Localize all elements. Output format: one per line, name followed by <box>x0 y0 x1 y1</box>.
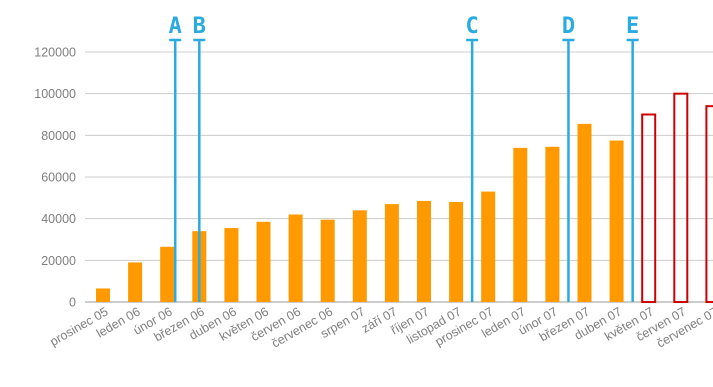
bar <box>384 204 399 302</box>
bar <box>545 146 560 302</box>
y-tick-label: 100000 <box>34 87 76 101</box>
bar-forecast <box>641 113 657 303</box>
bar <box>481 191 496 302</box>
bar <box>449 202 464 302</box>
y-tick-label: 120000 <box>34 46 76 60</box>
bar <box>609 140 624 302</box>
bar <box>320 219 335 302</box>
bar <box>256 221 271 302</box>
bar <box>224 228 239 302</box>
y-tick-label: 20000 <box>41 254 76 268</box>
y-tick-label: 60000 <box>41 171 76 185</box>
bar <box>417 200 431 302</box>
y-tick-label: 40000 <box>41 212 76 226</box>
gridlines <box>85 51 713 303</box>
bar <box>577 123 592 302</box>
bar <box>160 246 175 302</box>
marker-label: A <box>169 14 182 39</box>
bars <box>96 92 713 303</box>
y-axis-tick-labels: 0 20000 40000 60000 80000 100000 120000 <box>34 46 76 310</box>
bar <box>352 210 367 302</box>
bar <box>513 147 528 302</box>
marker-label: C <box>466 14 479 39</box>
bar-forecast <box>673 92 689 303</box>
bar <box>288 214 303 302</box>
marker-label: D <box>562 14 575 39</box>
marker-label: E <box>626 14 639 39</box>
marker-label: B <box>193 14 206 39</box>
bar <box>96 288 110 302</box>
y-tick-label: 80000 <box>41 129 76 143</box>
bar <box>128 262 143 302</box>
y-tick-label: 0 <box>69 296 76 310</box>
